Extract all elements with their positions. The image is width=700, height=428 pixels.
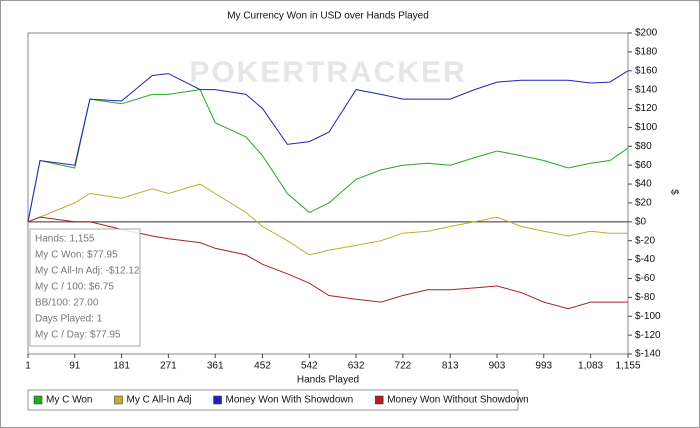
tooltip-line: My C Won: $77.95 bbox=[35, 250, 118, 261]
x-tick-label: 993 bbox=[535, 361, 552, 372]
tooltip-line: My C / Day: $77.95 bbox=[35, 330, 121, 341]
y-tick-label: $-20 bbox=[635, 235, 655, 246]
y-tick-label: $-80 bbox=[635, 292, 655, 303]
legend-label: Money Won Without Showdown bbox=[387, 395, 529, 406]
x-tick-label: 903 bbox=[489, 361, 506, 372]
y-tick-label: $60 bbox=[635, 160, 652, 171]
y-tick-label: $-40 bbox=[635, 254, 655, 265]
tooltip: Hands: 1,155 My C Won: $77.95 My C All-In … bbox=[29, 228, 141, 347]
y-tick-label: $-60 bbox=[635, 273, 655, 284]
legend-label: Money Won With Showdown bbox=[226, 395, 354, 406]
y-tick-label: $0 bbox=[635, 216, 647, 227]
tooltip-line: Days Played: 1 bbox=[35, 314, 103, 325]
x-tick-label: 1,083 bbox=[578, 361, 603, 372]
tooltip-line: My C All-In Adj: -$12.12 bbox=[35, 266, 140, 277]
watermark: POKERTRACKER bbox=[189, 56, 466, 89]
legend-box bbox=[27, 389, 519, 411]
x-tick-label: 632 bbox=[348, 361, 365, 372]
y-tick-label: $80 bbox=[635, 141, 652, 152]
x-tick-label: 181 bbox=[113, 361, 130, 372]
y-tick-label: $140 bbox=[635, 84, 658, 95]
x-tick-label: 91 bbox=[69, 361, 81, 372]
y-axis-label: $ bbox=[668, 189, 679, 195]
tooltip-line: My C / 100: $6.75 bbox=[35, 282, 114, 293]
chart-title: My Currency Won in USD over Hands Played bbox=[227, 11, 429, 22]
legend-swatch bbox=[33, 395, 43, 405]
legend-swatch bbox=[374, 395, 384, 405]
x-tick-label: 542 bbox=[301, 361, 318, 372]
y-tick-label: $120 bbox=[635, 103, 658, 114]
x-tick-label: 1,155 bbox=[615, 361, 640, 372]
x-tick-label: 271 bbox=[160, 361, 177, 372]
y-tick-label: $160 bbox=[635, 65, 658, 76]
x-tick-label: 722 bbox=[395, 361, 412, 372]
y-tick-label: $100 bbox=[635, 122, 658, 133]
series-line bbox=[27, 183, 629, 256]
y-tick-label: $-100 bbox=[635, 311, 661, 322]
y-tick-label: $200 bbox=[635, 28, 658, 39]
legend-swatch bbox=[114, 395, 123, 405]
series-line bbox=[27, 89, 629, 222]
legend-label: My C Won bbox=[46, 395, 93, 406]
y-tick-label: $-120 bbox=[635, 330, 661, 341]
tooltip-line: Hands: 1,155 bbox=[35, 234, 95, 245]
plot-frame bbox=[27, 32, 629, 355]
legend-label: My C All-In Adj bbox=[127, 395, 192, 406]
tooltip-line: BB/100: 27.00 bbox=[35, 298, 99, 309]
y-tick-label: $20 bbox=[635, 198, 652, 209]
x-tick-label: 813 bbox=[442, 361, 459, 372]
x-tick-label: 1 bbox=[25, 361, 31, 372]
x-axis-label: Hands Played bbox=[297, 375, 359, 386]
y-tick-label: $180 bbox=[635, 47, 658, 58]
y-tick-label: $40 bbox=[635, 179, 652, 190]
tooltip-box bbox=[29, 228, 141, 347]
x-tick-label: 452 bbox=[254, 361, 271, 372]
series-line bbox=[27, 70, 629, 222]
legend-swatch bbox=[213, 395, 222, 405]
x-tick-label: 361 bbox=[207, 361, 224, 372]
y-tick-label: $-140 bbox=[635, 349, 661, 360]
